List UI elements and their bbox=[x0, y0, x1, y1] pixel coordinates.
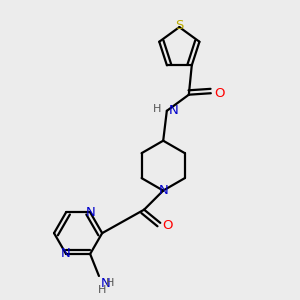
Text: N: N bbox=[158, 184, 168, 197]
Text: H: H bbox=[153, 104, 161, 114]
Text: S: S bbox=[175, 19, 184, 32]
Text: N: N bbox=[86, 206, 96, 219]
Text: H: H bbox=[106, 278, 115, 288]
Text: N: N bbox=[168, 104, 178, 117]
Text: O: O bbox=[214, 87, 224, 100]
Text: O: O bbox=[162, 219, 173, 232]
Text: H: H bbox=[98, 285, 106, 295]
Text: N: N bbox=[100, 278, 110, 290]
Text: N: N bbox=[61, 248, 70, 260]
